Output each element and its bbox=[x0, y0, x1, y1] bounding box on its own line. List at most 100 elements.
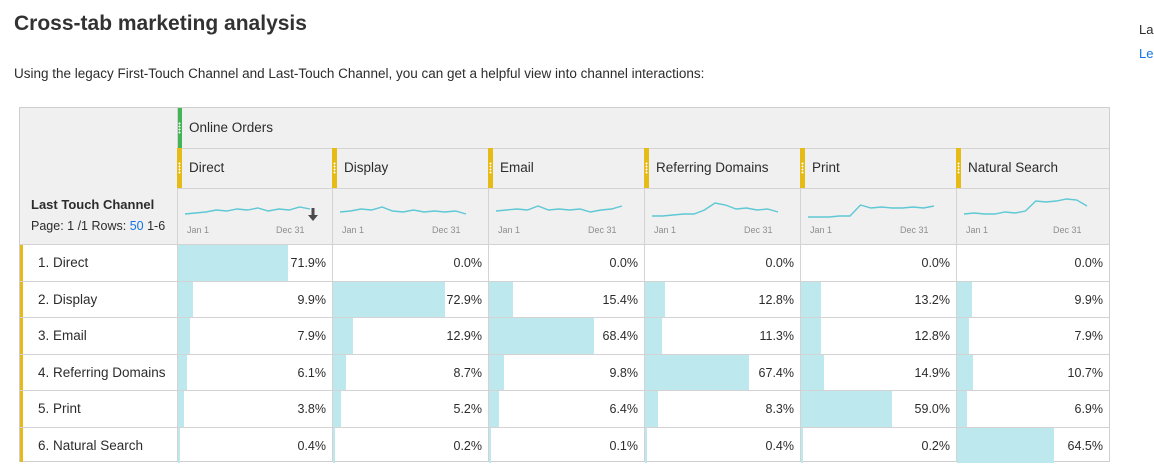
cell-value[interactable]: 9.9% bbox=[297, 292, 327, 307]
cell-value[interactable]: 9.8% bbox=[609, 365, 639, 380]
drag-handle-icon[interactable] bbox=[645, 162, 648, 174]
cell-value[interactable]: 67.4% bbox=[758, 365, 794, 380]
drag-handle-icon[interactable] bbox=[178, 122, 181, 134]
cell-value[interactable]: 0.2% bbox=[921, 438, 951, 453]
sparkline-start-label: Jan 1 bbox=[966, 225, 989, 235]
cell-value[interactable]: 6.1% bbox=[297, 365, 327, 380]
metric-accent-bar[interactable] bbox=[177, 108, 182, 148]
sparkline-start-label: Jan 1 bbox=[187, 225, 210, 235]
cell-value[interactable]: 0.1% bbox=[609, 438, 639, 453]
cell-value[interactable]: 5.2% bbox=[453, 402, 483, 416]
cell-value[interactable]: 10.7% bbox=[1067, 365, 1103, 380]
percent-bar bbox=[489, 281, 513, 317]
column-accent-bar[interactable] bbox=[177, 148, 182, 188]
cell-value[interactable]: 12.8% bbox=[914, 329, 950, 343]
sort-descending-icon[interactable] bbox=[308, 208, 318, 222]
cell-value[interactable]: 0.4% bbox=[765, 438, 795, 453]
row-divider bbox=[20, 317, 1109, 318]
cell-value[interactable]: 7.9% bbox=[1074, 329, 1104, 343]
percent-bar bbox=[178, 318, 190, 354]
dimension-title[interactable]: Last Touch Channel bbox=[31, 197, 155, 212]
cell-value[interactable]: 0.0% bbox=[921, 256, 951, 270]
cell-value[interactable]: 12.9% bbox=[446, 329, 482, 343]
cell-value[interactable]: 9.9% bbox=[1074, 292, 1104, 307]
sparkline-start-label: Jan 1 bbox=[342, 225, 365, 235]
page-value[interactable]: 1 /1 bbox=[67, 219, 89, 233]
percent-bar bbox=[645, 318, 662, 354]
percent-bar bbox=[489, 427, 491, 463]
percent-bar bbox=[801, 427, 803, 463]
column-accent-bar[interactable] bbox=[800, 148, 805, 188]
column-header[interactable]: Display bbox=[332, 148, 488, 188]
cell-value[interactable]: 0.4% bbox=[297, 438, 327, 453]
drag-handle-icon[interactable] bbox=[801, 162, 804, 174]
drag-handle-icon[interactable] bbox=[178, 162, 181, 174]
percent-bar bbox=[178, 245, 288, 281]
drag-handle-icon[interactable] bbox=[489, 162, 492, 174]
cell-value[interactable]: 6.9% bbox=[1074, 402, 1104, 416]
sparkline-end-label: Dec 31 bbox=[588, 225, 617, 235]
cell-value[interactable]: 13.2% bbox=[914, 292, 950, 307]
cell-value[interactable]: 72.9% bbox=[446, 292, 482, 307]
sparkline-start-label: Jan 1 bbox=[654, 225, 677, 235]
cell-value[interactable]: 0.0% bbox=[453, 256, 483, 270]
header-divider bbox=[177, 188, 1109, 189]
cell-value[interactable]: 3.8% bbox=[297, 402, 327, 416]
row-label[interactable]: 4. Referring Domains bbox=[38, 364, 166, 380]
cell-value[interactable]: 0.0% bbox=[1074, 256, 1104, 270]
column-divider bbox=[177, 108, 178, 461]
column-divider bbox=[644, 148, 645, 461]
cell-value[interactable]: 68.4% bbox=[602, 329, 638, 343]
cell-value[interactable]: 64.5% bbox=[1067, 438, 1103, 453]
cell-value[interactable]: 14.9% bbox=[914, 365, 950, 380]
cell-value[interactable]: 59.0% bbox=[914, 402, 950, 416]
cell-value[interactable]: 8.3% bbox=[765, 402, 795, 416]
column-accent-bar[interactable] bbox=[332, 148, 337, 188]
rows-label: Rows: bbox=[91, 219, 127, 233]
row-label[interactable]: 1. Direct bbox=[38, 255, 89, 270]
sparkline: Jan 1 Dec 31 bbox=[336, 192, 480, 240]
drag-handle-icon[interactable] bbox=[957, 162, 960, 174]
column-header[interactable]: Email bbox=[488, 148, 644, 188]
side-link[interactable]: Le bbox=[1139, 46, 1154, 61]
sparkline-end-label: Dec 31 bbox=[1053, 225, 1082, 235]
metric-header[interactable]: Online Orders bbox=[177, 108, 1109, 148]
rows-per-page-link[interactable]: 50 bbox=[129, 219, 144, 233]
percent-bar bbox=[957, 427, 1054, 463]
cell-value[interactable]: 6.4% bbox=[609, 402, 639, 416]
percent-bar bbox=[645, 354, 749, 390]
percent-bar bbox=[489, 318, 594, 354]
sparkline: Jan 1 Dec 31 bbox=[492, 192, 636, 240]
percent-bar bbox=[178, 281, 193, 317]
drag-handle-icon[interactable] bbox=[333, 162, 336, 174]
row-label[interactable]: 2. Display bbox=[38, 291, 98, 307]
cell-value[interactable]: 0.0% bbox=[765, 256, 795, 270]
cell-value[interactable]: 8.7% bbox=[453, 365, 483, 380]
sparkline-end-label: Dec 31 bbox=[276, 225, 305, 235]
column-accent-bar[interactable] bbox=[488, 148, 493, 188]
cell-value[interactable]: 0.2% bbox=[453, 438, 483, 453]
cell-value[interactable]: 7.9% bbox=[297, 329, 327, 343]
row-label[interactable]: 6. Natural Search bbox=[38, 437, 144, 453]
column-header[interactable]: Referring Domains bbox=[644, 148, 800, 188]
column-header[interactable]: Natural Search bbox=[956, 148, 1109, 188]
cell-value[interactable]: 0.0% bbox=[609, 256, 639, 270]
column-accent-bar[interactable] bbox=[644, 148, 649, 188]
sparkline-trend bbox=[339, 206, 467, 215]
row-range: 1-6 bbox=[147, 219, 166, 233]
sparkline-start-label: Jan 1 bbox=[810, 225, 833, 235]
row-label[interactable]: 5. Print bbox=[38, 401, 81, 416]
column-header[interactable]: Print bbox=[800, 148, 956, 188]
row-label[interactable]: 3. Email bbox=[38, 328, 87, 343]
cell-value[interactable]: 12.8% bbox=[758, 292, 794, 307]
column-accent-bar[interactable] bbox=[956, 148, 961, 188]
column-header[interactable]: Direct bbox=[177, 148, 332, 188]
cell-value[interactable]: 15.4% bbox=[602, 292, 638, 307]
cell-value[interactable]: 11.3% bbox=[759, 329, 794, 343]
percent-bar bbox=[489, 354, 504, 390]
cell-value[interactable]: 71.9% bbox=[290, 256, 326, 270]
percent-bar bbox=[645, 391, 658, 427]
row-divider bbox=[20, 426, 1109, 428]
sparkline-end-label: Dec 31 bbox=[744, 225, 773, 235]
side-text: La bbox=[1139, 22, 1154, 37]
